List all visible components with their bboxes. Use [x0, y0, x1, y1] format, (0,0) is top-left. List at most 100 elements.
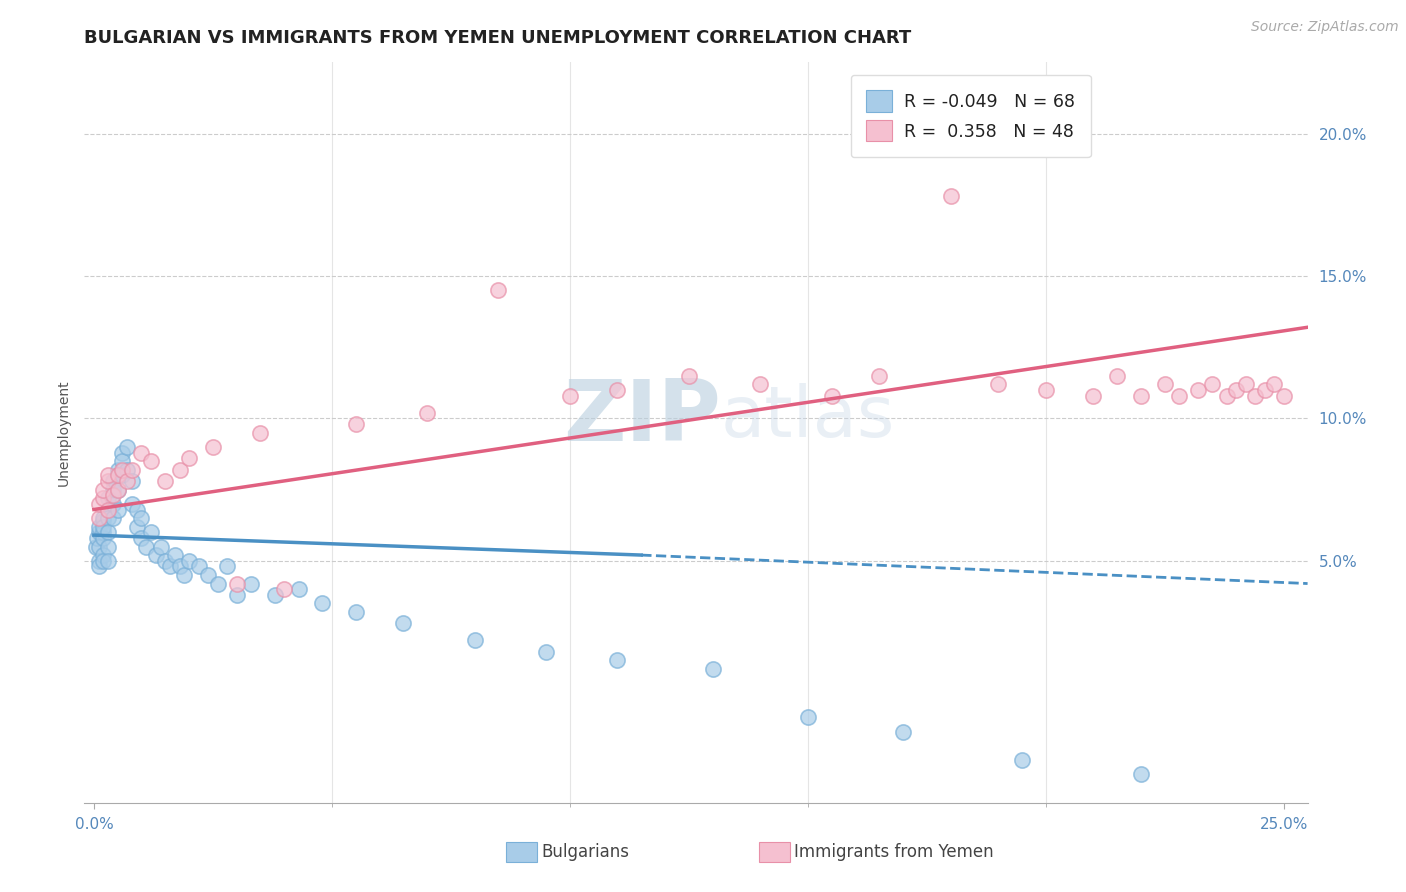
Text: ZIP: ZIP: [562, 376, 720, 459]
Point: [225, 588, 247, 602]
Point: [87, 525, 110, 540]
Point: [225, 576, 247, 591]
Point: [115, 474, 138, 488]
Point: [93, 511, 115, 525]
Point: [87, 554, 110, 568]
Point: [131, 531, 153, 545]
Point: [1107, 368, 1129, 383]
Point: [1201, 377, 1223, 392]
Point: [1130, 389, 1153, 403]
Point: [107, 462, 129, 476]
Point: [101, 511, 124, 525]
Point: [121, 462, 143, 476]
Point: [606, 653, 628, 667]
Point: [287, 582, 309, 597]
Point: [97, 554, 120, 568]
Point: [1225, 383, 1247, 397]
Point: [97, 474, 120, 488]
Point: [139, 525, 162, 540]
Point: [111, 445, 134, 459]
Point: [1187, 383, 1209, 397]
Point: [93, 525, 115, 540]
Point: [149, 540, 172, 554]
Point: [87, 540, 110, 554]
Point: [101, 483, 124, 497]
Point: [135, 540, 157, 554]
Point: [702, 662, 724, 676]
Point: [115, 462, 138, 476]
Point: [121, 497, 143, 511]
Point: [87, 519, 110, 533]
Point: [558, 389, 581, 403]
Point: [155, 474, 177, 488]
Point: [86, 531, 108, 545]
Point: [97, 468, 120, 483]
Point: [416, 406, 439, 420]
Point: [464, 633, 486, 648]
Point: [111, 468, 134, 483]
Point: [97, 540, 120, 554]
Point: [139, 454, 162, 468]
Point: [163, 548, 186, 562]
Point: [87, 511, 110, 525]
Point: [111, 454, 134, 468]
Point: [101, 474, 124, 488]
Point: [145, 548, 167, 562]
Point: [820, 389, 842, 403]
Point: [1272, 389, 1295, 403]
Point: [173, 568, 195, 582]
Text: Immigrants from Yemen: Immigrants from Yemen: [794, 843, 994, 861]
Text: BULGARIAN VS IMMIGRANTS FROM YEMEN UNEMPLOYMENT CORRELATION CHART: BULGARIAN VS IMMIGRANTS FROM YEMEN UNEMP…: [84, 29, 911, 47]
Point: [115, 440, 138, 454]
Point: [311, 597, 333, 611]
Point: [1254, 383, 1277, 397]
Text: atlas: atlas: [720, 384, 894, 452]
Point: [155, 554, 177, 568]
Point: [1215, 389, 1237, 403]
Point: [87, 559, 110, 574]
Point: [131, 445, 153, 459]
Point: [1035, 383, 1057, 397]
Point: [93, 491, 115, 505]
Point: [263, 588, 285, 602]
Point: [97, 502, 120, 516]
Point: [93, 519, 115, 533]
Point: [87, 497, 110, 511]
Point: [197, 568, 219, 582]
Point: [678, 368, 700, 383]
Point: [207, 576, 229, 591]
Point: [93, 514, 115, 528]
Point: [101, 497, 124, 511]
Point: [93, 554, 115, 568]
Point: [159, 559, 181, 574]
Point: [249, 425, 271, 440]
Point: [868, 368, 890, 383]
Point: [488, 283, 510, 297]
Point: [131, 511, 153, 525]
Point: [84, 540, 107, 554]
Point: [217, 559, 239, 574]
Point: [201, 440, 224, 454]
Point: [1153, 377, 1175, 392]
Point: [169, 462, 191, 476]
Point: [125, 519, 148, 533]
Point: [606, 383, 628, 397]
Point: [97, 502, 120, 516]
Point: [273, 582, 295, 597]
Point: [93, 548, 115, 562]
Point: [107, 468, 129, 483]
Point: [1263, 377, 1285, 392]
Point: [97, 511, 120, 525]
Point: [101, 488, 124, 502]
Point: [107, 468, 129, 483]
Point: [177, 451, 200, 466]
Point: [97, 525, 120, 540]
Point: [344, 605, 367, 619]
Point: [107, 483, 129, 497]
Point: [125, 502, 148, 516]
Point: [121, 474, 143, 488]
Y-axis label: Unemployment: Unemployment: [56, 379, 70, 486]
Point: [1130, 767, 1153, 781]
Point: [1168, 389, 1191, 403]
Point: [534, 645, 557, 659]
